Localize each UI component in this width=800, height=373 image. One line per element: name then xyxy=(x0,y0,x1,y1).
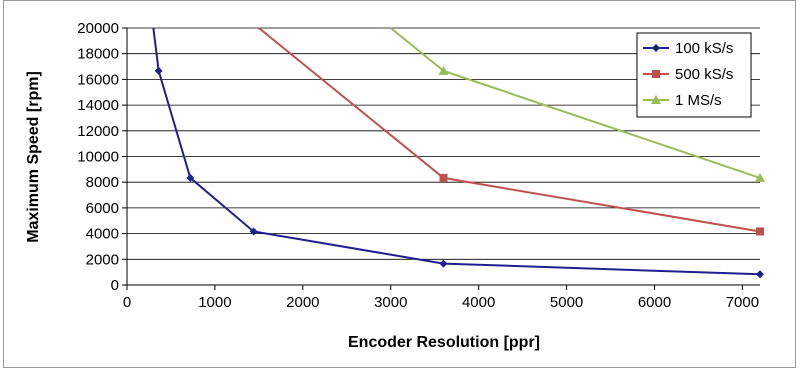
x-tick-label: 2000 xyxy=(286,294,319,311)
y-tick-label: 10000 xyxy=(77,149,119,166)
legend-label: 500 kS/s xyxy=(675,66,733,83)
y-tick-label: 18000 xyxy=(77,46,119,63)
x-tick-label: 5000 xyxy=(550,294,583,311)
data-point xyxy=(249,227,258,236)
y-tick-label: 20000 xyxy=(77,20,119,37)
series-layer xyxy=(152,27,765,279)
y-tick-label: 2000 xyxy=(86,251,119,268)
data-point xyxy=(756,227,764,236)
data-point xyxy=(186,173,195,182)
y-tick-label: 4000 xyxy=(86,226,119,243)
data-point xyxy=(439,259,448,268)
x-tick-label: 6000 xyxy=(638,294,671,311)
legend: 100 kS/s 500 kS/s 1 MS/s xyxy=(636,32,752,118)
x-tick-label: 1000 xyxy=(198,294,231,311)
data-point xyxy=(756,270,764,279)
legend-marker xyxy=(652,70,660,78)
data-point xyxy=(439,173,448,182)
series-0 xyxy=(152,27,764,279)
data-point xyxy=(154,66,163,75)
legend-label: 100 kS/s xyxy=(675,40,733,57)
y-axis-title: Maximum Speed [rpm] xyxy=(25,71,42,243)
series-1 xyxy=(258,27,764,236)
y-tick-label: 6000 xyxy=(86,200,119,217)
y-tick-label: 16000 xyxy=(77,71,119,88)
axis-layer: 0200040006000800010000120001400016000180… xyxy=(77,20,760,311)
x-tick-label: 0 xyxy=(123,294,131,311)
x-axis-title: Encoder Resolution [ppr] xyxy=(348,334,540,351)
x-tick-label: 7000 xyxy=(726,294,759,311)
x-tick-label: 3000 xyxy=(374,294,407,311)
y-tick-label: 14000 xyxy=(77,97,119,114)
series-2 xyxy=(390,27,765,182)
series-line xyxy=(152,27,761,276)
data-point xyxy=(438,65,449,75)
legend-label: 1 MS/s xyxy=(675,92,722,109)
y-tick-label: 12000 xyxy=(77,123,119,140)
data-point xyxy=(755,172,765,182)
legend-marker xyxy=(652,44,660,52)
y-tick-label: 0 xyxy=(111,277,119,294)
x-tick-label: 4000 xyxy=(462,294,495,311)
legend-marker xyxy=(651,95,661,104)
y-tick-label: 8000 xyxy=(86,174,119,191)
